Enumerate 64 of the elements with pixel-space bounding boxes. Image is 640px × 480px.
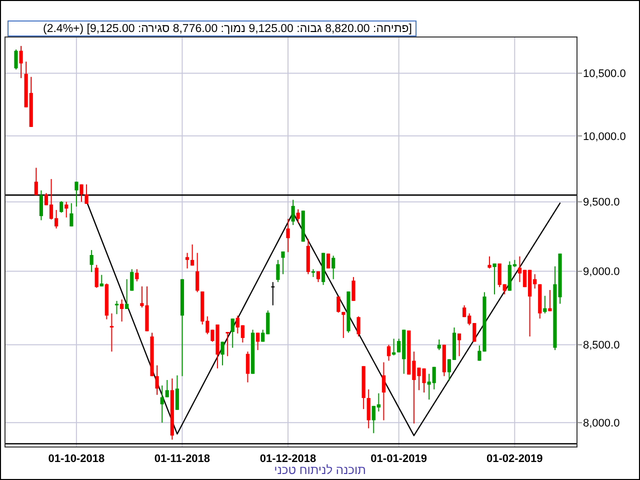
- candlestick: [281, 250, 285, 275]
- candlestick: [356, 316, 360, 337]
- candlestick: [125, 278, 129, 310]
- candlestick: [160, 384, 164, 424]
- candlestick: [19, 45, 23, 79]
- candlestick: [336, 296, 340, 314]
- candlestick: [220, 341, 224, 366]
- candlestick: [366, 388, 370, 429]
- candlestick: [326, 253, 330, 269]
- candlestick: [386, 344, 391, 362]
- x-tick-label: 01-02-2019: [486, 453, 543, 465]
- candlestick: [286, 218, 290, 253]
- candlestick: [14, 49, 18, 70]
- x-tick-label: 01-11-2018: [154, 453, 210, 465]
- candlestick: [230, 318, 234, 348]
- candlestick: [84, 184, 88, 204]
- candlestick: [352, 276, 356, 302]
- candlestick: [120, 298, 124, 322]
- candlestick: [60, 200, 64, 214]
- y-tick-label: 10,500.0: [583, 68, 626, 80]
- y-tick-label: 8,000.0: [583, 418, 620, 430]
- candlestick: [296, 208, 300, 224]
- candlestick: [196, 252, 200, 293]
- candlestick: [382, 362, 386, 421]
- candlestick: [246, 351, 250, 383]
- y-tick-label: 10,000.0: [583, 130, 626, 143]
- candlestick: [100, 274, 104, 287]
- y-tick-label: 8,500.0: [583, 340, 620, 352]
- candlestick: [457, 332, 462, 357]
- y-tick-label: 9,000.0: [583, 266, 620, 278]
- candlestick: [256, 332, 260, 351]
- candlestick: [74, 181, 78, 208]
- candlestick: [332, 255, 336, 280]
- candlestick: [543, 295, 547, 314]
- candlestick: [271, 282, 275, 306]
- candlestick: [110, 312, 114, 352]
- candlestick: [190, 244, 194, 266]
- candlestick: [135, 268, 139, 282]
- candlestick: [155, 364, 159, 396]
- y-tick-label: 9,500.0: [583, 196, 620, 209]
- candlestick: [488, 256, 492, 269]
- candlestick: [130, 268, 134, 292]
- candlestick: [94, 264, 98, 288]
- candlestick: [70, 202, 74, 227]
- x-tick-label: 01-10-2018: [48, 453, 105, 465]
- candlestick: [226, 331, 230, 357]
- candlestick: [276, 259, 280, 283]
- text: תוכנה לניתוח טכני: [274, 463, 366, 477]
- candlestick: [165, 380, 169, 398]
- candlestick: [175, 374, 179, 410]
- candlestick: [291, 199, 295, 226]
- candlestick: [114, 300, 119, 315]
- candlestick: [185, 252, 190, 269]
- x-tick-label: 01-12-2018: [260, 453, 316, 465]
- candlestick: [34, 167, 38, 196]
- candlestick: [80, 184, 84, 202]
- x-tick-label: 01-01-2019: [370, 453, 427, 465]
- chart-subtitle: [פתיחה: 8,820.00 גבוה: 9,125.00 נמוך: 8,776.00 סגירה: 9,125.00] (+2.4%): [42, 23, 412, 35]
- candlestick: [342, 311, 346, 338]
- candlestick: [39, 190, 43, 221]
- candlestick: [492, 262, 496, 295]
- candlestick: [548, 290, 552, 312]
- candlestick: [64, 201, 68, 218]
- candlestick: [90, 250, 94, 273]
